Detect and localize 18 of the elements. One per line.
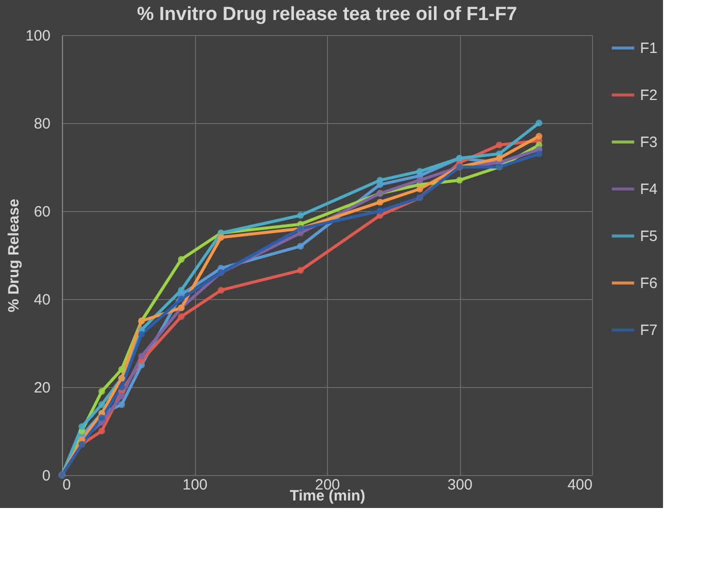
legend-label: F4 [640, 181, 658, 198]
y-tick-label: 40 [34, 292, 50, 308]
legend-label: F3 [640, 134, 658, 151]
chart-title: % Invitro Drug release tea tree oil of F1-F7 [136, 4, 518, 25]
legend-label: F6 [640, 275, 658, 292]
legend-label: F2 [640, 87, 658, 104]
x-tick-label: 400 [567, 476, 592, 494]
x-tick-label: 300 [447, 476, 473, 494]
legend-label: F5 [640, 228, 658, 245]
x-tick-label: 100 [182, 476, 208, 494]
legend-label: F1 [640, 40, 658, 57]
y-tick-label: 100 [25, 28, 50, 44]
legend-label: F7 [640, 322, 658, 339]
y-tick-label: 20 [34, 380, 50, 396]
y-axis-title: % Drug Release [5, 198, 22, 312]
x-tick-label: 0 [62, 476, 71, 494]
y-tick-label: 60 [34, 204, 50, 220]
y-tick-label: 80 [34, 116, 50, 132]
